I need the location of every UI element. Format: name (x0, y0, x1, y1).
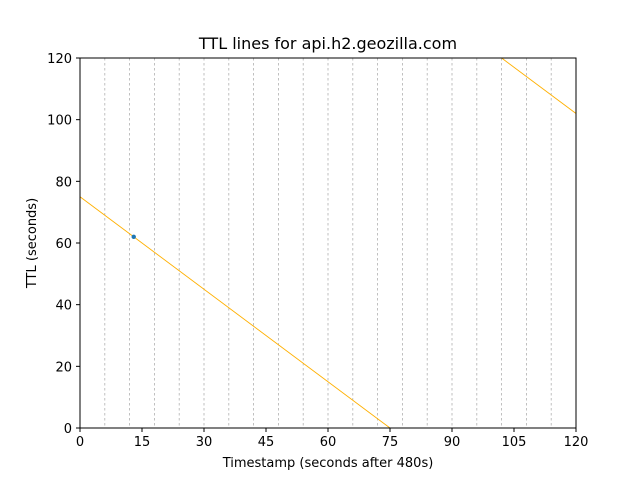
x-tick-label: 45 (258, 435, 275, 450)
y-tick-label: 60 (55, 237, 72, 252)
ttl-line (79, 196, 391, 429)
y-tick-label: 100 (47, 114, 72, 129)
y-tick-label: 120 (47, 52, 72, 67)
x-tick-label: 75 (382, 435, 399, 450)
x-tick-label: 0 (76, 435, 84, 450)
x-tick-label: 120 (564, 435, 589, 450)
x-tick-label: 15 (134, 435, 151, 450)
x-tick-label: 60 (320, 435, 337, 450)
y-tick-label: 20 (55, 360, 72, 375)
grid-layer (104, 58, 552, 428)
y-tick-label: 0 (64, 422, 72, 437)
x-tick-label: 30 (196, 435, 213, 450)
x-tick-label: 90 (444, 435, 461, 450)
x-axis-label: Timestamp (seconds after 480s) (222, 456, 434, 471)
y-tick-label: 80 (55, 175, 72, 190)
y-tick-label: 40 (55, 299, 72, 314)
y-axis-label: TTL (seconds) (25, 198, 40, 289)
ttl-line (501, 57, 577, 114)
tick-layer: 0 15 30 45 60 75 90 105 120 0 20 40 60 80 100 120 (47, 52, 588, 450)
series-layer (79, 57, 577, 429)
observation-point (131, 234, 136, 240)
x-tick-label: 105 (502, 435, 527, 450)
chart-title: TTL lines for api.h2.geozilla.com (198, 34, 457, 53)
